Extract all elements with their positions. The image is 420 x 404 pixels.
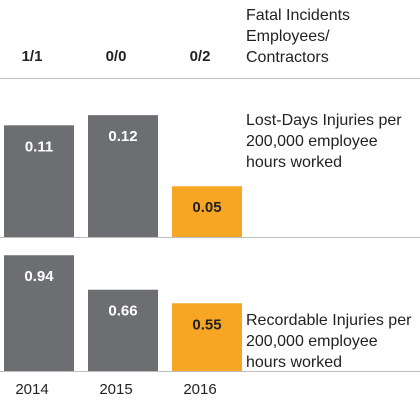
recordable-bar-2016 <box>172 303 242 371</box>
divider-bottom <box>0 371 420 372</box>
recordable-label-line-2: 200,000 employee <box>246 333 378 350</box>
recordable-value-label-2016: 0.55 <box>192 316 221 333</box>
recordable-value-label-2015: 0.66 <box>108 303 137 320</box>
lost-days-bar-2014 <box>4 125 74 237</box>
fatal-value-2016: 0/2 <box>189 48 211 65</box>
lost-days-bar-2015 <box>88 115 158 237</box>
divider-top <box>0 78 420 79</box>
recordable-value-label-2014: 0.94 <box>24 268 54 285</box>
fatal-value-2015: 0/0 <box>105 48 127 65</box>
lost-days-label: Lost-Days Injuries per 200,000 employee … <box>246 110 420 173</box>
lost-days-label-line-3: hours worked <box>246 154 343 171</box>
year-label-2014: 2014 <box>15 381 49 398</box>
year-label-2015: 2015 <box>99 381 133 398</box>
recordable-label-line-3: hours worked <box>246 354 343 371</box>
lost-days-label-line-2: 200,000 employee <box>246 133 378 150</box>
lost-days-value-label-2015: 0.12 <box>108 128 137 145</box>
fatal-value-2014: 1/1 <box>21 48 43 65</box>
lost-days-bar-2016 <box>172 186 242 237</box>
year-label-2016: 2016 <box>183 381 217 398</box>
lost-days-value-label-2014: 0.11 <box>25 138 53 155</box>
fatal-incidents-label: Fatal Incidents Employees/ Contractors <box>246 5 420 68</box>
lost-days-value-label-2016: 0.05 <box>192 199 221 216</box>
recordable-label: Recordable Injuries per 200,000 employee… <box>246 310 420 373</box>
lost-days-label-line-1: Lost-Days Injuries per <box>246 112 402 129</box>
fatal-label-line-3: Contractors <box>246 49 329 66</box>
divider-middle <box>0 237 420 238</box>
fatal-label-line-1: Fatal Incidents <box>246 7 351 24</box>
recordable-label-line-1: Recordable Injuries per <box>246 312 412 329</box>
recordable-bar-2014 <box>4 255 74 371</box>
recordable-bar-2015 <box>88 289 158 371</box>
fatal-label-line-2: Employees/ <box>246 28 330 45</box>
